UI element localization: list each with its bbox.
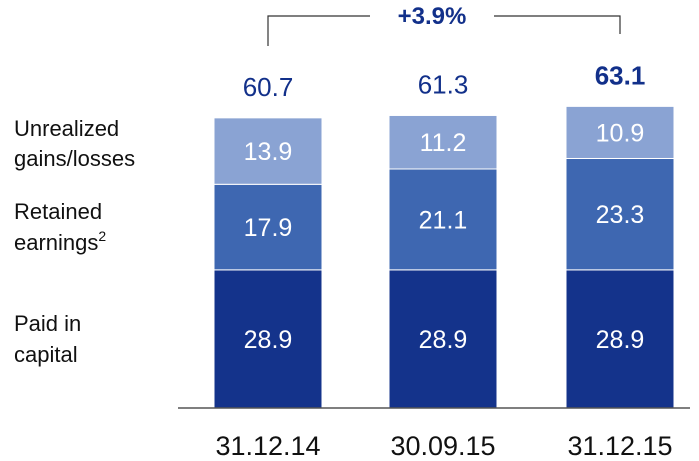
x-tick-label-1: 31.12.14: [215, 431, 320, 461]
data-label-retained-earnings-1: 17.9: [244, 214, 293, 242]
data-label-paid-in-capital-2: 28.9: [419, 326, 468, 354]
growth-indicator: +3.9%: [267, 3, 621, 46]
x-tick-label-2: 30.09.15: [390, 431, 495, 461]
data-label-retained-earnings-3: 23.3: [596, 201, 645, 229]
totals-group: 60.7 61.3 63.1: [243, 60, 646, 101]
bar-segment-paid-in-capital-1: [213, 269, 323, 409]
bar-segment-unrealized-gains-1: [213, 117, 323, 185]
growth-bracket-right: [494, 15, 621, 34]
legend-label-unrealized-line2: gains/losses: [14, 146, 135, 171]
data-label-unrealized-gains-2: 11.2: [420, 129, 467, 157]
footnote-marker: 2: [98, 228, 106, 244]
bar-segment-retained-earnings-1: [213, 183, 323, 271]
legend-label-paid-line2: capital: [14, 342, 78, 367]
total-label-1: 60.7: [243, 72, 294, 102]
growth-label: +3.9%: [398, 3, 467, 30]
data-label-paid-in-capital-3: 28.9: [596, 326, 645, 354]
bar-segment-unrealized-gains-2: [388, 114, 498, 170]
series-legend: Unrealized gains/losses Retained earning…: [14, 116, 135, 367]
growth-bracket: [267, 15, 370, 46]
data-label-unrealized-gains-1: 13.9: [244, 138, 293, 166]
legend-label-unrealized-line1: Unrealized: [14, 116, 119, 141]
total-label-2: 61.3: [418, 69, 469, 99]
data-label-retained-earnings-2: 21.1: [419, 206, 468, 234]
legend-label-retained-line1: Retained: [14, 199, 102, 224]
bar-segment-retained-earnings-3: [565, 157, 675, 271]
x-tick-labels: 31.12.14 30.09.15 31.12.15: [215, 431, 672, 461]
legend-label-retained-line2-text: earnings: [14, 230, 98, 255]
total-label-3: 63.1: [595, 60, 646, 90]
x-tick-label-3: 31.12.15: [567, 431, 672, 461]
legend-label-paid-line1: Paid in: [14, 311, 81, 336]
bar-segment-retained-earnings-2: [388, 168, 498, 271]
data-label-unrealized-gains-3: 10.9: [596, 119, 645, 147]
data-label-paid-in-capital-1: 28.9: [244, 326, 293, 354]
bar-segment-paid-in-capital-2: [388, 269, 498, 409]
bars-group: 28.9 17.9 13.9 28.9 21.1 11.2 28.9 23.3 10.9: [213, 105, 675, 409]
bar-segment-unrealized-gains-3: [565, 105, 675, 159]
legend-label-retained-line2: earnings2: [14, 228, 106, 255]
